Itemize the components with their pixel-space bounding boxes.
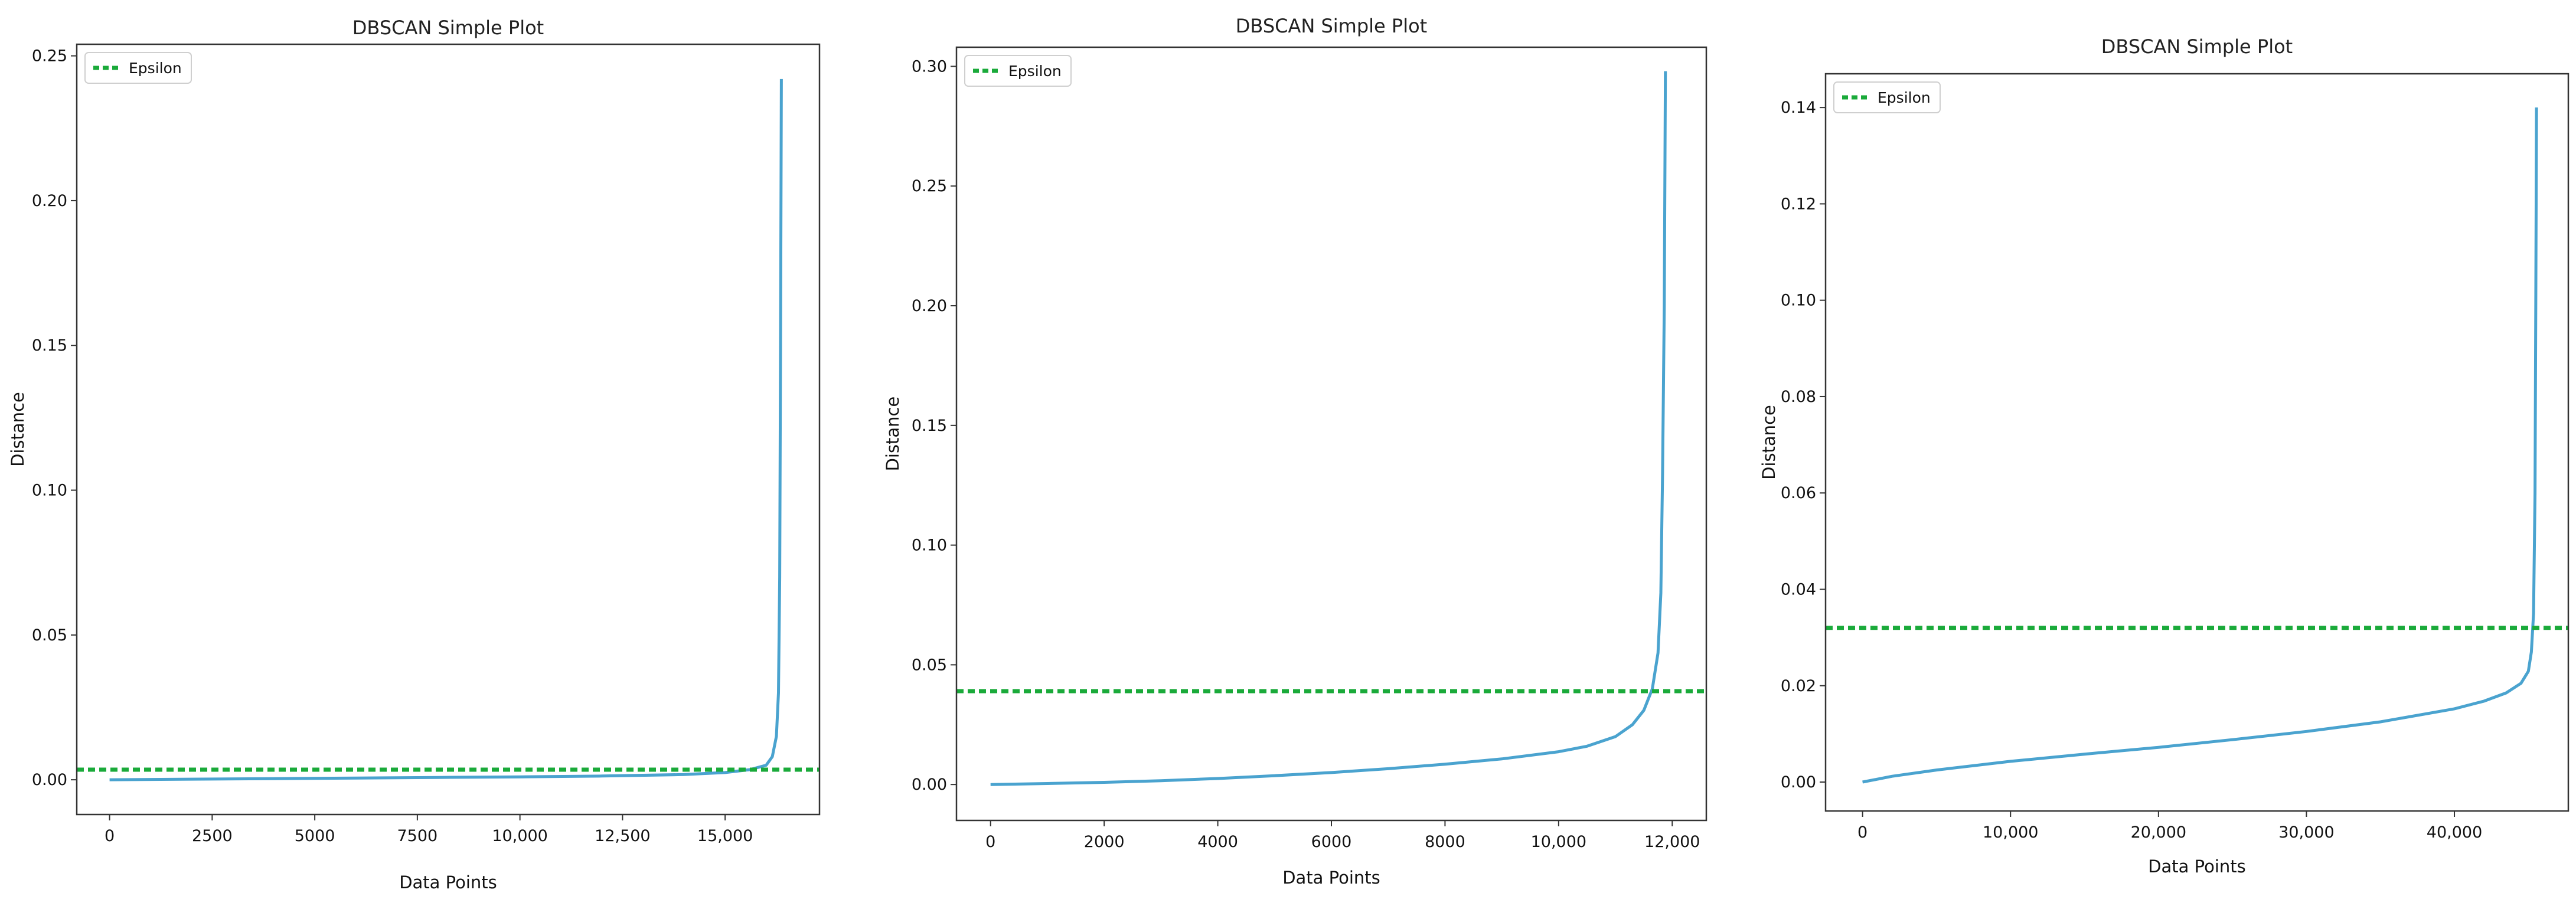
legend-box	[1833, 81, 1941, 113]
y-tick-label: 0.25	[912, 177, 947, 195]
plot-frame	[76, 43, 821, 816]
y-tick-label: 0.15	[32, 336, 67, 355]
distance-series-line	[1862, 107, 2538, 784]
x-tick-label: 10,000	[1983, 823, 2038, 842]
y-tick-label: 0.04	[1781, 580, 1816, 598]
y-tick-label: 0.05	[32, 626, 67, 645]
y-tick-label: 0.08	[1781, 388, 1816, 406]
x-tick-label: 6000	[1311, 833, 1352, 851]
legend-label-epsilon: Epsilon	[1878, 89, 1931, 106]
x-tick-label: 10,000	[1531, 833, 1586, 851]
chart-panel-2: DBSCAN Simple Plot 0 2000 4000 6000 8000 10,00…	[868, 0, 1721, 906]
chart-svg: DBSCAN Simple Plot 0 2000 4000 6000 8000 10,00…	[883, 15, 1707, 888]
y-tick-label: 0.00	[32, 771, 67, 789]
plot-frame	[1824, 73, 2570, 812]
x-tick-label: 8000	[1425, 833, 1465, 851]
y-tick-label: 0.25	[32, 47, 67, 66]
legend-box	[84, 52, 192, 84]
y-tick-label: 0.30	[912, 57, 947, 76]
y-tick-label: 0.14	[1781, 99, 1816, 117]
y-axis-label: Distance	[8, 392, 28, 467]
x-axis-label: Data Points	[1282, 868, 1380, 888]
chart-svg: DBSCAN Simple Plot 0 10,000 20,000 30,000 40,…	[1759, 35, 2570, 876]
x-axis-label: Data Points	[2148, 856, 2246, 876]
y-tick-label: 0.05	[912, 656, 947, 674]
y-tick-label: 0.00	[1781, 773, 1816, 791]
x-tick-label: 10,000	[492, 827, 547, 845]
y-tick-label: 0.15	[912, 417, 947, 435]
chart-panel-1: DBSCAN Simple Plot 0 2500 5000 7500 10,000 12,…	[0, 0, 838, 906]
legend-label-epsilon: Epsilon	[129, 60, 182, 77]
x-tick-label: 2500	[192, 827, 233, 845]
chart-title: DBSCAN Simple Plot	[352, 17, 544, 39]
chart-title: DBSCAN Simple Plot	[1236, 15, 1427, 37]
y-tick-label: 0.12	[1781, 195, 1816, 213]
y-tick-label: 0.10	[32, 482, 67, 500]
distance-series-line	[109, 79, 783, 781]
x-tick-label: 15,000	[697, 827, 753, 845]
x-tick-label: 12,500	[595, 827, 650, 845]
x-tick-label: 40,000	[2427, 823, 2482, 842]
distance-series-line	[990, 71, 1667, 786]
x-tick-label: 20,000	[2131, 823, 2186, 842]
y-tick-label: 0.06	[1781, 484, 1816, 502]
x-tick-label: 0	[105, 827, 115, 845]
x-axis-label: Data Points	[399, 872, 497, 892]
x-tick-label: 12,000	[1644, 833, 1700, 851]
chart-panel-3: DBSCAN Simple Plot 0 10,000 20,000 30,000 40,…	[1748, 0, 2576, 906]
x-tick-label: 0	[1857, 823, 1867, 842]
chart-title: DBSCAN Simple Plot	[2101, 35, 2293, 58]
y-tick-label: 0.20	[32, 192, 67, 210]
y-axis-label: Distance	[1759, 405, 1779, 480]
y-tick-label: 0.00	[912, 776, 947, 794]
plot-frame	[955, 46, 1707, 822]
x-tick-label: 4000	[1197, 833, 1238, 851]
x-tick-label: 7500	[397, 827, 438, 845]
legend-label-epsilon: Epsilon	[1008, 63, 1062, 80]
y-axis-label: Distance	[883, 397, 903, 472]
chart-svg: DBSCAN Simple Plot 0 2500 5000 7500 10,000 12,…	[8, 17, 821, 892]
y-tick-label: 0.10	[912, 537, 947, 555]
x-tick-label: 0	[985, 833, 995, 851]
legend-box	[964, 55, 1072, 87]
x-tick-label: 30,000	[2278, 823, 2334, 842]
legend: Epsilon	[84, 52, 192, 84]
legend: Epsilon	[964, 55, 1072, 87]
y-tick-label: 0.20	[912, 297, 947, 315]
legend: Epsilon	[1833, 81, 1941, 113]
y-tick-label: 0.10	[1781, 292, 1816, 310]
y-tick-label: 0.02	[1781, 677, 1816, 695]
x-tick-label: 2000	[1084, 833, 1125, 851]
x-tick-label: 5000	[295, 827, 335, 845]
